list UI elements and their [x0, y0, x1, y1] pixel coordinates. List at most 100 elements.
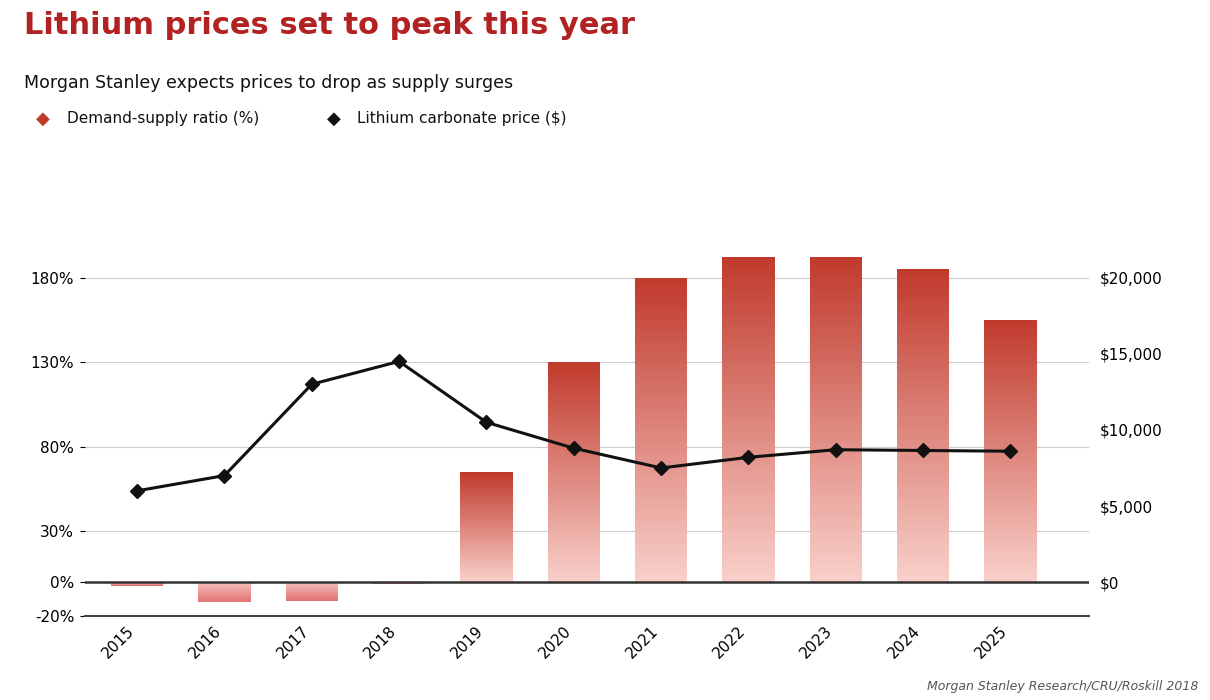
Bar [722, 444, 774, 446]
Bar [809, 440, 862, 441]
Bar [897, 485, 950, 486]
Bar [635, 332, 687, 334]
Bar [722, 454, 774, 456]
Bar [722, 475, 774, 477]
Bar [635, 392, 687, 393]
Bar [897, 543, 950, 545]
Bar [635, 505, 687, 506]
Bar [722, 262, 774, 264]
Bar [809, 533, 862, 535]
Bar [548, 498, 600, 500]
Bar [984, 428, 1037, 429]
Bar [897, 465, 950, 466]
Bar [897, 479, 950, 480]
Bar [722, 368, 774, 370]
Bar [635, 398, 687, 400]
Bar [722, 407, 774, 408]
Bar [809, 392, 862, 394]
Bar [809, 477, 862, 478]
Bar [984, 391, 1037, 392]
Bar [548, 510, 600, 511]
Bar [897, 477, 950, 479]
Bar [809, 456, 862, 457]
Bar [548, 463, 600, 465]
Bar [548, 419, 600, 421]
Bar [548, 531, 600, 533]
Bar [722, 509, 774, 511]
Bar [897, 360, 950, 361]
Bar [635, 541, 687, 542]
Bar [635, 440, 687, 442]
Bar [809, 372, 862, 375]
Bar [635, 421, 687, 422]
Bar [635, 536, 687, 538]
Bar [984, 482, 1037, 484]
Bar [897, 571, 950, 573]
Bar [722, 538, 774, 540]
Bar [984, 323, 1037, 324]
Bar [548, 469, 600, 470]
Bar [548, 483, 600, 484]
Bar [722, 575, 774, 578]
Bar [722, 537, 774, 538]
Bar [809, 514, 862, 516]
Bar [984, 329, 1037, 330]
Bar [722, 569, 774, 570]
Bar [548, 468, 600, 469]
Bar [897, 447, 950, 449]
Bar [722, 486, 774, 488]
Bar [897, 318, 950, 319]
Bar [722, 387, 774, 389]
Bar [635, 335, 687, 337]
Bar [722, 350, 774, 351]
Bar [897, 368, 950, 370]
Bar [897, 531, 950, 532]
Bar [722, 573, 774, 574]
Bar [984, 460, 1037, 461]
Bar [809, 475, 862, 477]
Text: Morgan Stanley Research/CRU/Roskill 2018: Morgan Stanley Research/CRU/Roskill 2018 [927, 680, 1198, 693]
Bar [897, 329, 950, 330]
Bar [897, 361, 950, 363]
Bar [722, 436, 774, 438]
Bar [635, 522, 687, 523]
Bar [635, 346, 687, 348]
Bar [722, 416, 774, 418]
Bar [984, 341, 1037, 342]
Bar [809, 418, 862, 420]
Bar [635, 545, 687, 547]
Bar [635, 501, 687, 503]
Bar [548, 479, 600, 480]
Bar [897, 410, 950, 412]
Bar [635, 368, 687, 369]
Bar [897, 384, 950, 385]
Bar [897, 430, 950, 432]
Bar [809, 301, 862, 303]
Bar [635, 365, 687, 366]
Bar [722, 288, 774, 290]
Bar [635, 431, 687, 433]
Bar [897, 347, 950, 349]
Bar [722, 542, 774, 543]
Bar [897, 277, 950, 279]
Bar [635, 517, 687, 518]
Bar [635, 295, 687, 296]
Bar [897, 432, 950, 433]
Bar [722, 545, 774, 547]
Bar [984, 335, 1037, 336]
Bar [897, 300, 950, 302]
Bar [809, 304, 862, 306]
Bar [809, 394, 862, 395]
Bar [897, 546, 950, 547]
Bar [722, 298, 774, 300]
Bar [984, 488, 1037, 489]
Bar [722, 381, 774, 382]
Bar [722, 379, 774, 381]
Bar [722, 259, 774, 260]
Bar [897, 335, 950, 337]
Bar [809, 360, 862, 361]
Bar [809, 415, 862, 416]
Bar [635, 500, 687, 501]
Bar [548, 481, 600, 482]
Bar [722, 458, 774, 461]
